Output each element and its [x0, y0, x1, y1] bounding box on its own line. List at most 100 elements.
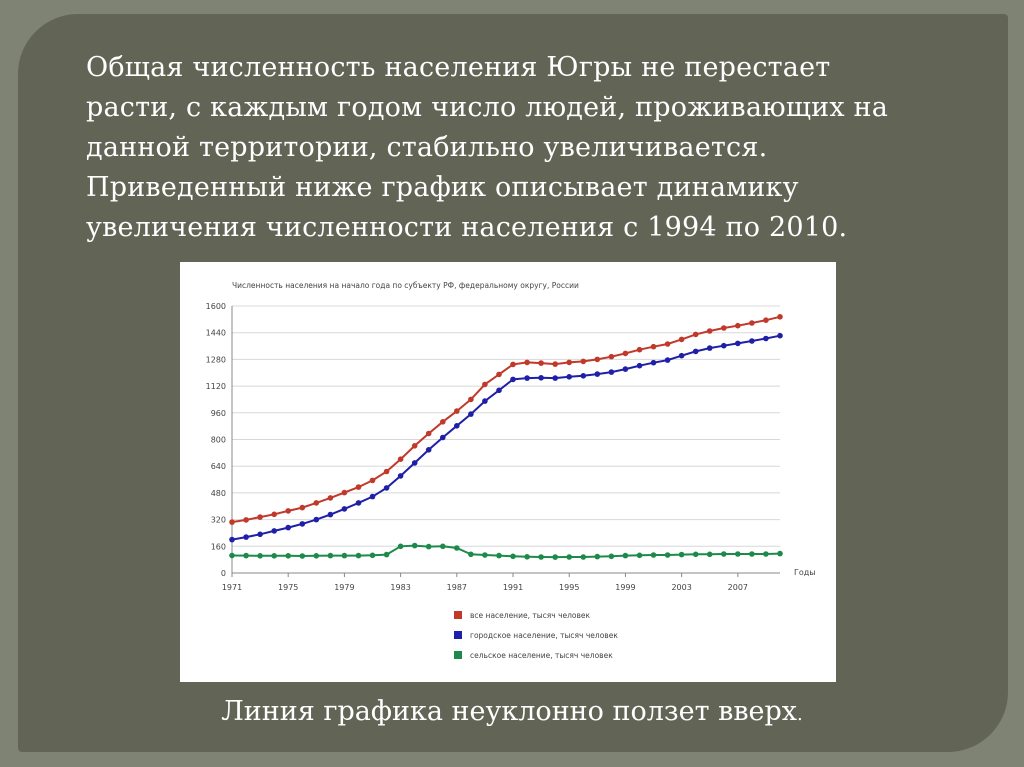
caption-text: Линия графика неуклонно ползет вверх: [221, 696, 798, 727]
data-point: [580, 554, 587, 560]
data-point: [369, 477, 376, 484]
intro-line: данной территории, стабильно увеличивает…: [86, 132, 768, 163]
data-point: [721, 342, 727, 349]
data-point: [229, 519, 235, 525]
legend-marker: [454, 631, 462, 639]
data-point: [608, 553, 615, 560]
y-tick-label: 960: [211, 409, 226, 418]
intro-text: Общая численность населения Югры не пере…: [86, 48, 966, 248]
data-point: [580, 358, 587, 365]
data-point: [594, 553, 601, 560]
data-point: [566, 359, 572, 366]
legend-layer: все население, тысяч человек городское на…: [454, 611, 618, 660]
data-point: [580, 373, 587, 379]
data-point: [257, 514, 263, 520]
legend-marker: [454, 611, 462, 619]
data-point: [468, 551, 474, 558]
data-point: [468, 411, 474, 417]
data-point: [721, 325, 727, 331]
data-point: [721, 551, 727, 557]
legend-label: сельское население, тысяч человек: [470, 651, 613, 660]
y-tick-label: 480: [211, 489, 226, 498]
data-point: [313, 553, 320, 559]
data-point: [552, 554, 558, 560]
data-point: [622, 552, 629, 559]
data-point: [271, 553, 277, 559]
series-line: [231, 544, 781, 559]
data-point: [482, 398, 488, 404]
x-tick-label: 1979: [334, 583, 354, 592]
data-point: [749, 320, 755, 326]
chart-title: Численность населения на начало года по …: [232, 281, 579, 290]
data-point: [650, 359, 657, 366]
data-point: [749, 338, 755, 344]
y-tick-label: 1120: [206, 382, 226, 391]
y-tick-label: 1600: [206, 302, 226, 311]
data-point: [285, 508, 291, 514]
data-point: [355, 500, 362, 506]
data-point: [243, 534, 249, 540]
data-point: [440, 434, 446, 441]
data-point: [411, 443, 418, 449]
data-point: [678, 336, 685, 343]
y-tick-label: 640: [211, 462, 226, 471]
x-tick-label: 1975: [278, 583, 298, 592]
data-point: [650, 552, 657, 558]
data-point: [678, 551, 685, 558]
data-point: [763, 317, 769, 323]
caption: Линия графика неуклонно ползет вверх.: [0, 692, 1024, 735]
data-point: [777, 314, 783, 320]
data-point: [552, 375, 558, 381]
data-point: [566, 554, 572, 560]
data-point: [735, 340, 741, 347]
data-point: [608, 369, 615, 375]
data-point: [341, 506, 348, 512]
legend-marker: [454, 651, 462, 659]
data-point: [524, 359, 530, 366]
data-point: [257, 531, 263, 538]
chart-svg: Численность населения на начало года по …: [206, 281, 816, 660]
data-point: [735, 551, 741, 557]
y-tick-label: 0: [221, 569, 226, 578]
data-point: [397, 473, 404, 479]
data-point: [636, 346, 643, 353]
data-point: [538, 360, 544, 366]
data-point: [229, 552, 235, 559]
data-point: [383, 485, 390, 491]
data-point: [482, 381, 488, 388]
x-tick-label: 2003: [671, 583, 691, 592]
data-point: [355, 484, 362, 490]
data-point: [622, 350, 629, 357]
data-point: [383, 468, 390, 475]
data-point: [425, 543, 432, 550]
data-point: [468, 396, 474, 403]
x-tick-label: 1983: [390, 583, 410, 592]
y-tick-label: 1440: [206, 329, 226, 338]
data-point: [425, 447, 432, 453]
data-point: [636, 552, 643, 559]
data-point: [285, 524, 291, 531]
data-point: [650, 343, 657, 350]
data-point: [285, 553, 291, 559]
data-point: [454, 423, 460, 429]
data-point: [749, 551, 755, 557]
data-point: [636, 362, 643, 369]
series-line: [231, 315, 781, 524]
data-point: [664, 552, 671, 558]
y-tick-label: 320: [211, 516, 226, 525]
x-axis-label: Годы: [794, 568, 816, 577]
data-point: [327, 552, 334, 559]
data-point: [482, 552, 488, 558]
y-tick-label: 160: [211, 542, 226, 551]
data-point: [566, 374, 572, 380]
data-point: [706, 345, 713, 351]
data-point: [440, 543, 446, 550]
intro-line: расти, с каждым годом число людей, прожи…: [86, 92, 889, 123]
data-point: [622, 366, 629, 372]
data-point: [369, 493, 376, 500]
data-point: [271, 511, 277, 518]
intro-line: Общая численность населения Югры не пере…: [86, 52, 831, 83]
data-point: [411, 542, 418, 549]
intro-line: Приведенный ниже график описывает динами…: [86, 172, 799, 203]
